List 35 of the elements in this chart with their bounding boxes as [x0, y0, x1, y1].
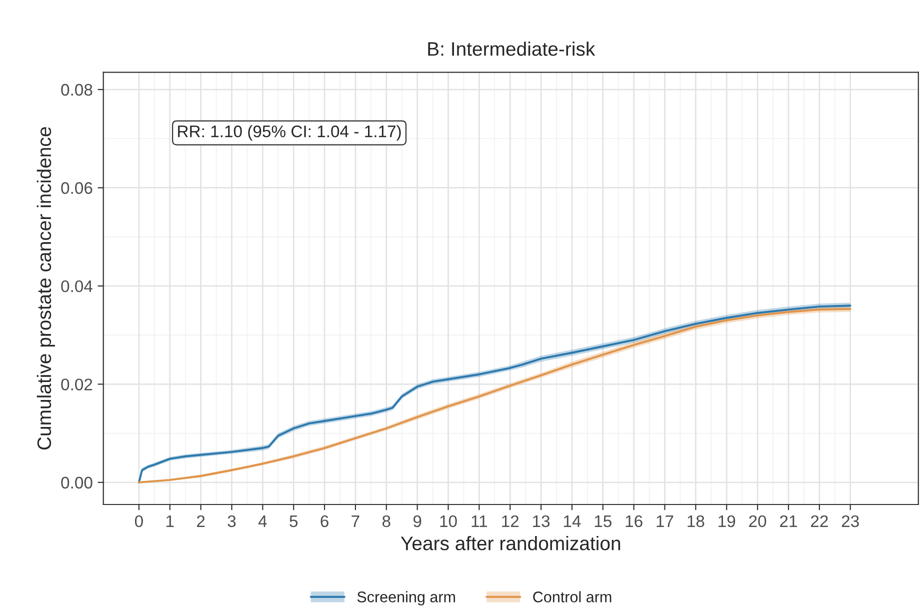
x-tick-label: 1	[166, 516, 174, 527]
x-tick-label: 19	[718, 515, 736, 528]
x-tick-label: 8	[382, 515, 390, 528]
x-tick-label: 13	[533, 515, 550, 528]
x-tick-label: 15	[594, 516, 612, 528]
chart-title: B: Intermediate-risk	[428, 42, 596, 56]
x-tick-label: 16	[626, 515, 642, 528]
x-tick-label: 20	[749, 515, 766, 528]
x-tick-label: 14	[564, 516, 581, 527]
x-tick-label: 17	[656, 516, 674, 527]
x-axis-title: Years after randomization	[400, 536, 620, 550]
y-tick-label: 0.02	[61, 378, 92, 390]
x-tick-label: 6	[320, 515, 328, 528]
x-tick-label: 21	[780, 515, 797, 527]
legend-label: Control arm	[533, 591, 612, 602]
x-tick-label: 23	[842, 515, 859, 528]
x-tick-label: 22	[810, 515, 828, 527]
x-tick-label: 4	[258, 516, 267, 527]
x-tick-label: 2	[197, 515, 205, 527]
x-tick-label: 5	[290, 516, 298, 528]
x-tick-label: 18	[688, 515, 704, 528]
x-tick-label: 0	[134, 515, 143, 528]
y-axis-title: Cumulative prostate cancer incidence	[36, 127, 55, 450]
x-tick-label: 10	[440, 515, 457, 528]
x-tick-label: 12	[502, 515, 519, 527]
x-tick-label: 3	[228, 515, 236, 528]
legend-label: Screening arm	[357, 591, 455, 606]
x-tick-label: 9	[413, 515, 422, 528]
y-tick-label: 0.04	[61, 280, 92, 292]
y-tick-label: 0.00	[61, 476, 92, 489]
x-tick-label: 11	[472, 516, 488, 527]
y-tick-label: 0.06	[61, 182, 92, 194]
x-tick-label: 7	[352, 516, 360, 527]
annotation: RR: 1.10 (95% CI: 1.04 - 1.17)	[178, 125, 401, 141]
y-tick-label: 0.08	[61, 84, 92, 96]
